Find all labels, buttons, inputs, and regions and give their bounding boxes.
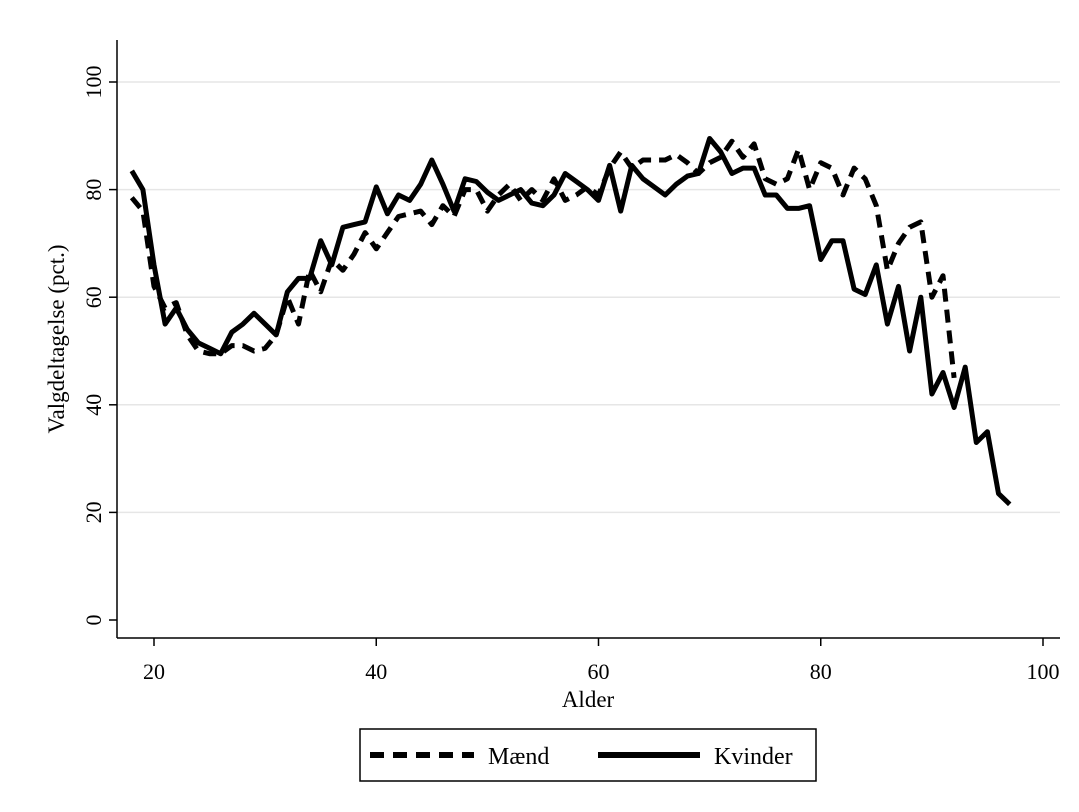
x-tick-label-40: 40 — [365, 659, 387, 684]
x-tick-label-80: 80 — [810, 659, 832, 684]
legend-label-kvinder: Kvinder — [714, 744, 793, 770]
y-tick-label-40: 40 — [81, 394, 106, 416]
legend-box — [359, 728, 817, 782]
x-tick-label-60: 60 — [588, 659, 610, 684]
y-tick-label-100: 100 — [81, 66, 106, 99]
legend: Mænd Kvinder — [359, 728, 817, 782]
y-tick-label-80: 80 — [81, 179, 106, 201]
x-axis-title: Alder — [562, 687, 615, 712]
x-tick-label-20: 20 — [143, 659, 165, 684]
y-axis-title: Valgdeltagelse (pct.) — [44, 244, 69, 433]
x-tick-label-100: 100 — [1027, 659, 1060, 684]
axes — [116, 40, 1060, 639]
legend-label-maend: Mænd — [488, 744, 549, 770]
series-line-maend — [129, 138, 957, 379]
series-line-kvinder — [129, 136, 1012, 507]
y-tick-label-0: 0 — [81, 615, 106, 626]
y-tick-label-60: 60 — [81, 286, 106, 308]
y-ticks: 0 20 40 60 80 100 — [81, 66, 117, 626]
series-layer — [129, 136, 1012, 507]
gridlines — [117, 81, 1060, 514]
y-tick-label-20: 20 — [81, 501, 106, 523]
x-ticks: 20 40 60 80 100 — [143, 638, 1060, 684]
